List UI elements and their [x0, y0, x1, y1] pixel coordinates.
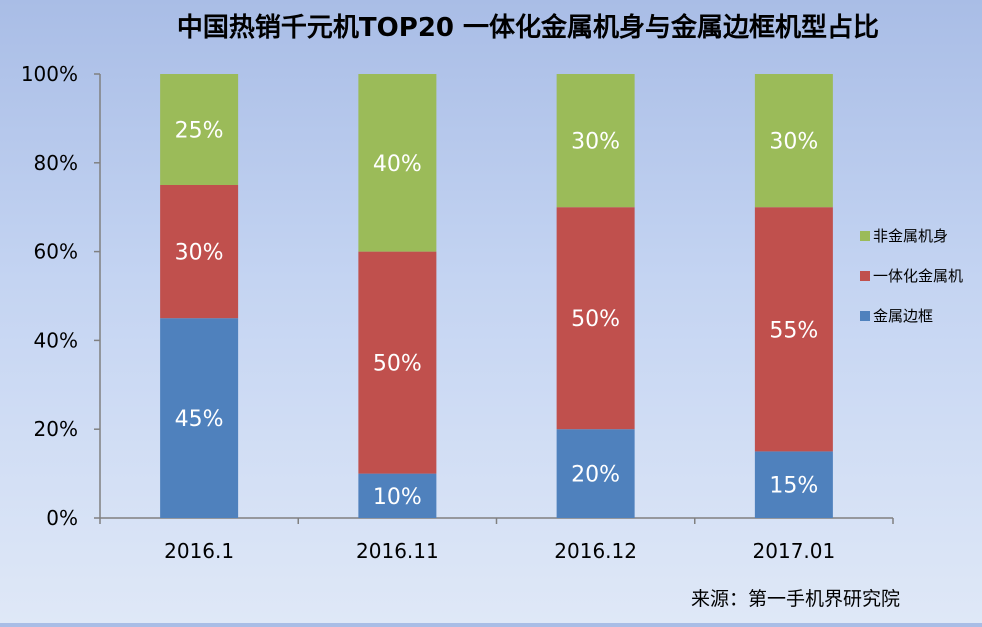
y-axis: 0% 20% 40% 60% 80% 100% — [21, 62, 101, 530]
x-axis: 2016.1 2016.11 2016.12 2017.01 — [99, 517, 894, 563]
x-tick-label: 2016.1 — [164, 539, 234, 563]
bar-segment — [160, 185, 239, 319]
data-label: 25% — [175, 119, 224, 144]
data-label: 30% — [571, 130, 620, 155]
legend-swatch — [860, 231, 870, 241]
chart-title: 中国热销千元机TOP20 一体化金属机身与金属边框机型占比 — [177, 12, 879, 43]
bar-segment — [556, 74, 635, 208]
data-label: 50% — [373, 352, 422, 377]
data-label: 55% — [769, 318, 818, 343]
legend-label: 一体化金属机 — [873, 267, 963, 285]
data-label: 45% — [175, 407, 224, 432]
y-tick-label: 60% — [34, 240, 78, 264]
y-tick-label: 0% — [46, 506, 78, 530]
data-label: 15% — [769, 474, 818, 499]
legend-swatch — [860, 311, 870, 321]
bar-segment — [358, 74, 437, 252]
bar-segment — [160, 74, 239, 185]
bars-group: 45% 30% 25% 10% 50% 40% 20% 50% 30% 15% 55% 30% — [160, 74, 833, 518]
data-label: 50% — [571, 307, 620, 332]
y-tick-label: 80% — [34, 151, 78, 175]
y-tick-label: 100% — [21, 62, 78, 86]
bar-segment — [160, 318, 239, 518]
bar-segment — [754, 451, 833, 518]
x-tick-label: 2017.01 — [753, 539, 836, 563]
legend-swatch — [860, 271, 870, 281]
bar-segment — [358, 473, 437, 518]
legend-label: 非金属机身 — [873, 227, 948, 245]
legend-label: 金属边框 — [873, 307, 933, 325]
y-tick-label: 20% — [34, 417, 78, 441]
bar-segment — [754, 74, 833, 208]
data-label: 30% — [175, 241, 224, 266]
source-note: 来源：第一手机界研究院 — [691, 588, 900, 610]
bar-segment — [358, 251, 437, 474]
x-tick-label: 2016.11 — [356, 539, 439, 563]
bar-segment — [556, 429, 635, 518]
bar-segment — [754, 207, 833, 452]
data-label: 20% — [571, 463, 620, 488]
y-tick-label: 40% — [34, 328, 78, 352]
data-label: 10% — [373, 485, 422, 510]
data-label: 40% — [373, 152, 422, 177]
data-label: 30% — [769, 130, 818, 155]
bar-segment — [556, 207, 635, 430]
x-tick-label: 2016.12 — [554, 539, 637, 563]
